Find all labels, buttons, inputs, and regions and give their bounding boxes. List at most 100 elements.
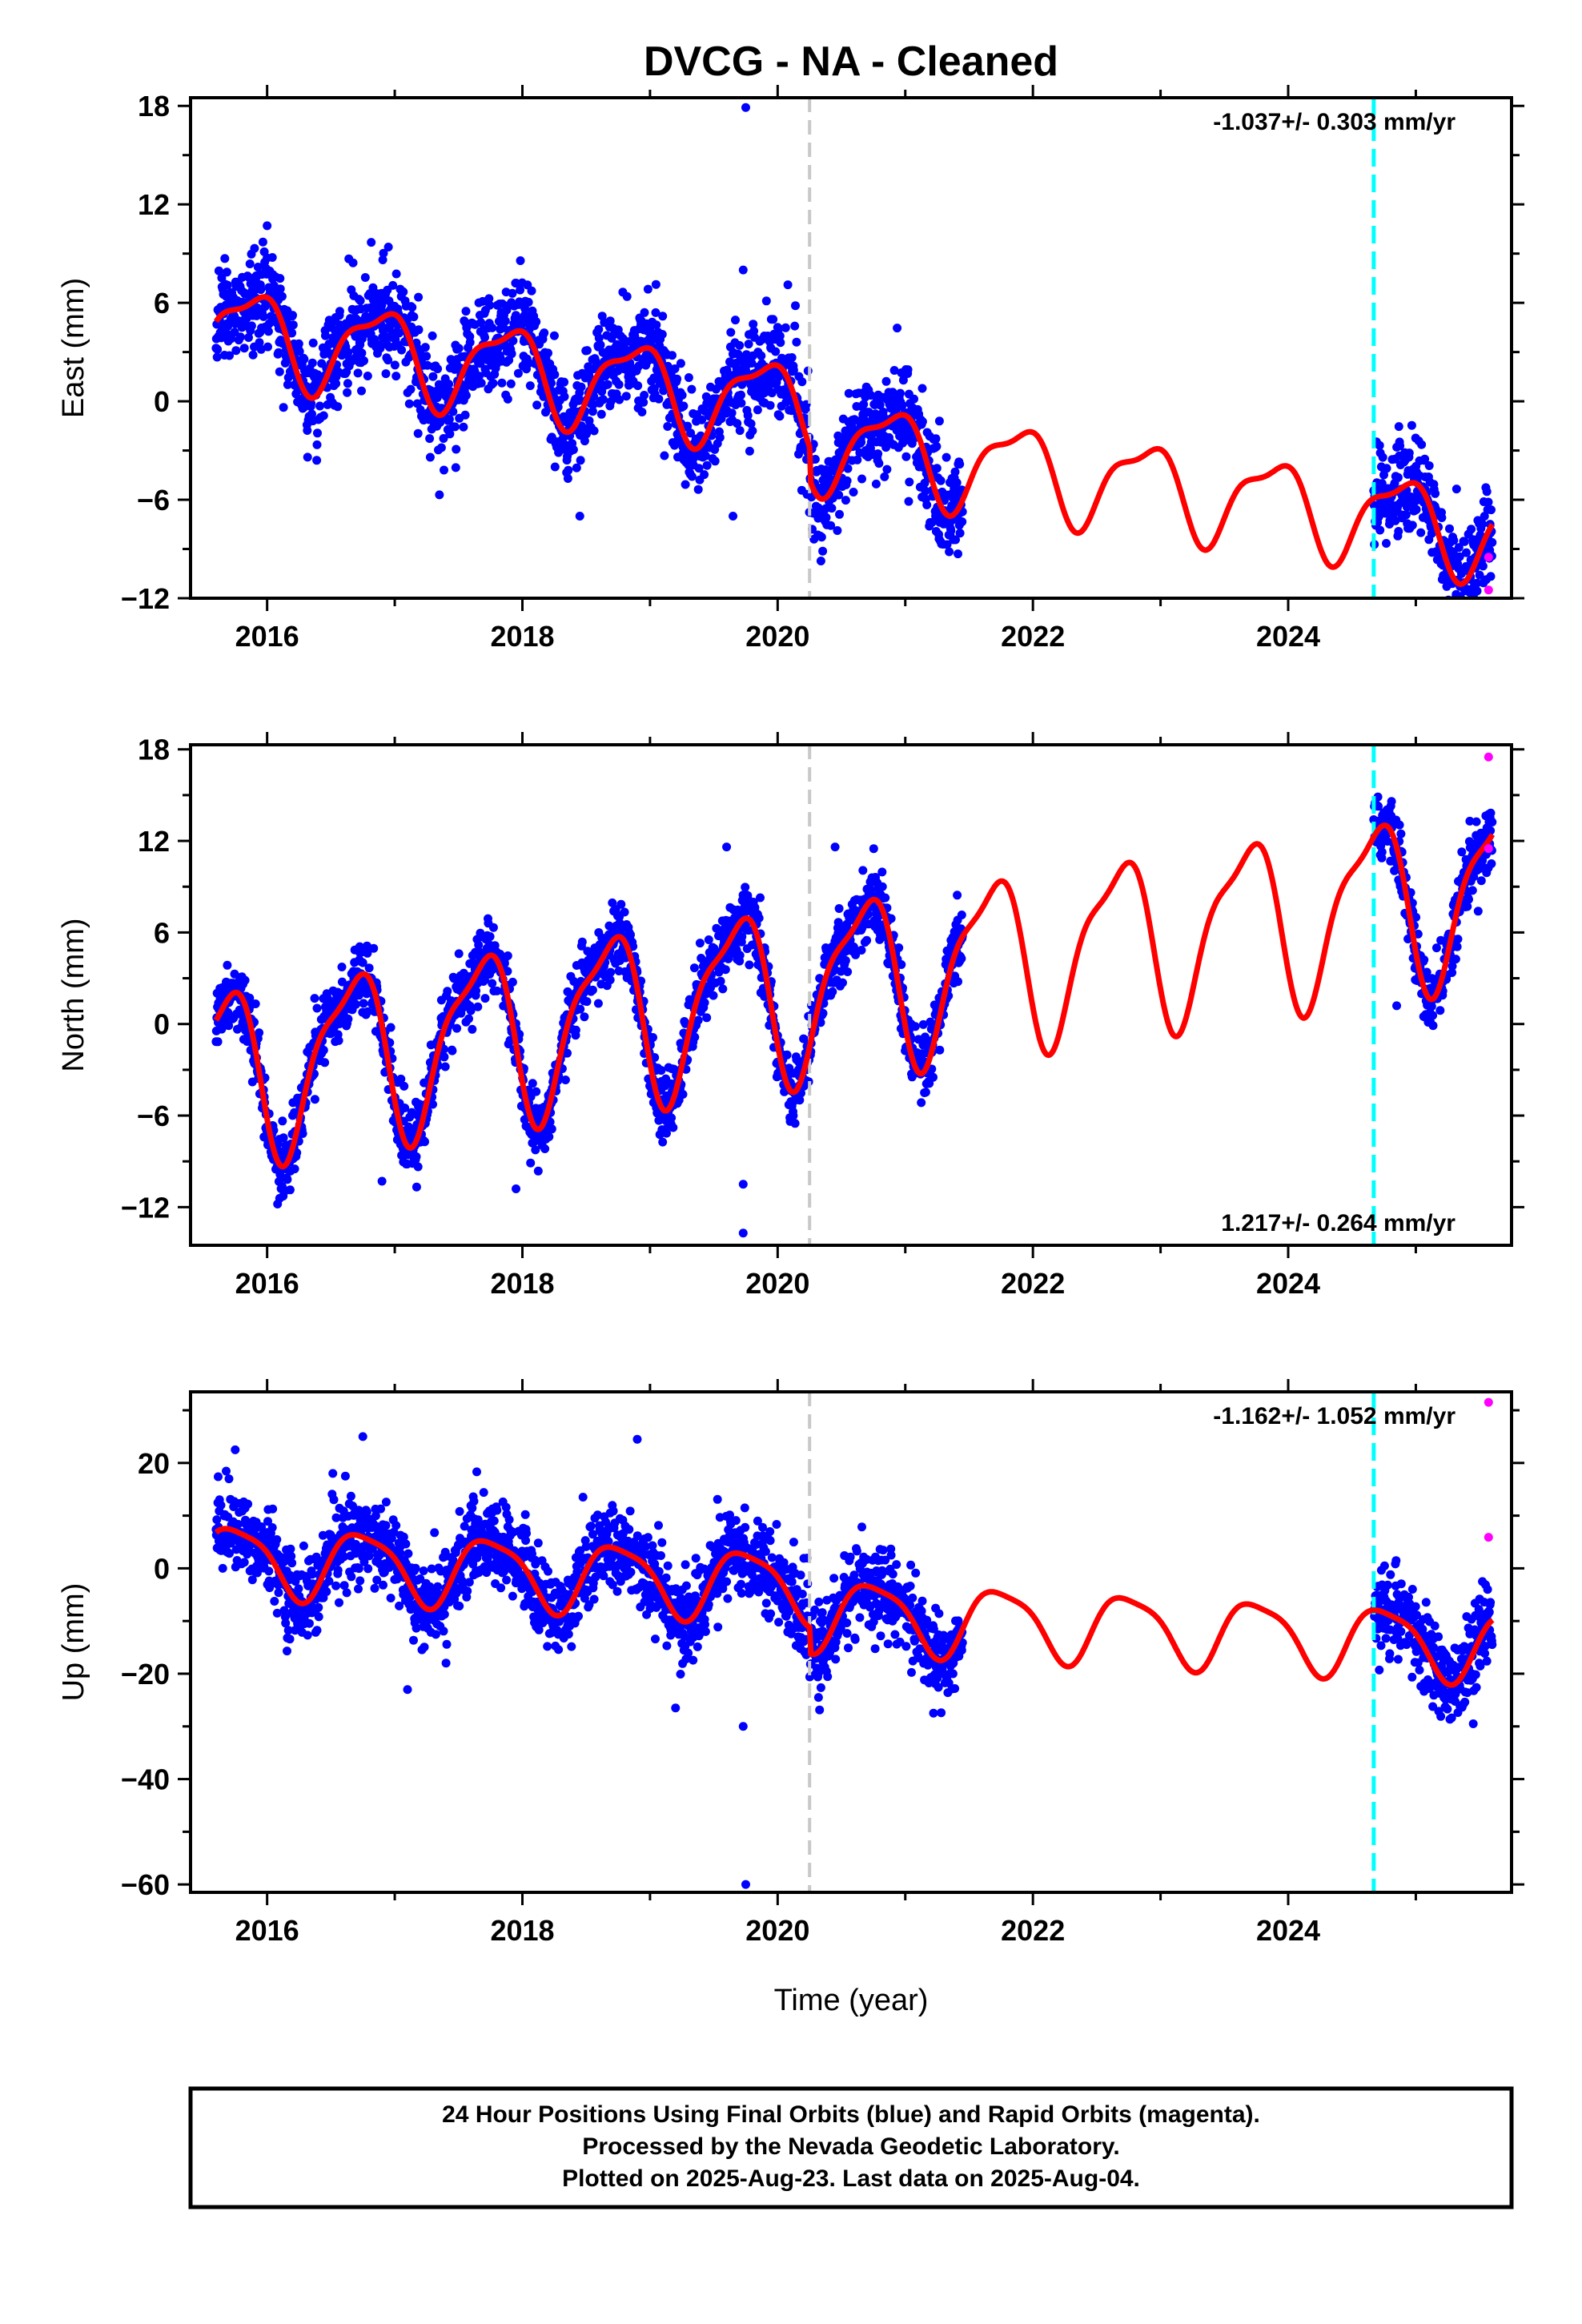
final-orbit-point <box>797 377 807 387</box>
final-orbit-point <box>866 391 876 400</box>
final-orbit-point <box>541 408 550 417</box>
final-orbit-point <box>436 443 446 452</box>
final-orbit-point <box>651 279 661 289</box>
final-orbit-point <box>283 380 292 389</box>
final-orbit-point <box>448 407 458 416</box>
final-orbit-point <box>633 381 643 391</box>
final-orbit-point <box>775 332 785 340</box>
final-orbit-point <box>1373 792 1383 802</box>
final-orbit-point <box>776 338 785 348</box>
final-orbit-point <box>574 396 584 405</box>
final-orbit-point <box>531 1145 540 1155</box>
final-orbit-point <box>508 288 517 298</box>
final-orbit-point <box>787 353 797 362</box>
final-orbit-point <box>433 364 443 374</box>
final-orbit-point <box>1447 605 1456 613</box>
final-orbit-point <box>283 1175 292 1184</box>
final-orbit-point <box>472 986 481 995</box>
final-orbit-point <box>358 958 367 967</box>
final-orbit-point <box>697 415 707 424</box>
final-orbit-point <box>737 390 745 400</box>
final-orbit-point <box>279 403 288 412</box>
final-orbit-point <box>744 340 753 349</box>
final-orbit-point <box>1391 516 1400 525</box>
final-orbit-point <box>363 372 372 380</box>
final-orbit-point <box>503 394 512 404</box>
final-orbit-point <box>425 434 435 444</box>
final-orbit-point <box>213 1037 223 1047</box>
north-x-tick-label: 2024 <box>1256 1267 1320 1300</box>
east-x-tick-label: 2018 <box>490 620 554 653</box>
final-orbit-point <box>1487 505 1496 515</box>
final-orbit-point <box>277 292 287 301</box>
final-orbit-point <box>589 426 599 436</box>
final-orbit-point <box>532 317 541 327</box>
final-orbit-point <box>383 356 393 365</box>
final-orbit-point <box>1437 513 1447 522</box>
final-orbit-point <box>1420 454 1430 464</box>
final-orbit-point <box>560 1076 570 1084</box>
outlier-point <box>738 1180 748 1189</box>
final-orbit-point <box>580 1012 589 1022</box>
final-orbit-point <box>248 350 258 360</box>
final-orbit-point <box>790 321 800 331</box>
final-orbit-point <box>1456 605 1465 614</box>
final-orbit-point <box>877 882 887 891</box>
final-orbit-point <box>528 1079 537 1088</box>
final-orbit-point <box>857 474 866 484</box>
final-orbit-point <box>375 344 385 353</box>
final-orbit-point <box>656 1066 666 1076</box>
final-orbit-point <box>461 391 471 400</box>
final-orbit-point <box>1472 578 1482 588</box>
final-orbit-point <box>958 517 967 526</box>
final-orbit-point <box>223 1007 233 1017</box>
final-orbit-point <box>235 332 245 342</box>
final-orbit-point <box>225 351 234 360</box>
final-orbit-point <box>748 426 757 436</box>
final-orbit-point <box>1486 572 1496 581</box>
final-orbit-point <box>606 967 616 977</box>
final-orbit-point <box>544 1132 554 1141</box>
final-orbit-point <box>388 280 398 290</box>
final-orbit-point <box>533 1166 543 1176</box>
north-y-axis-label: North (mm) <box>57 918 90 1072</box>
north-y-tick-label: 18 <box>138 734 170 766</box>
final-orbit-point <box>484 294 494 304</box>
final-orbit-point <box>351 999 360 1009</box>
final-orbit-point <box>1417 440 1427 449</box>
final-orbit-point <box>693 485 703 494</box>
final-orbit-point <box>532 400 542 410</box>
final-orbit-point <box>934 416 944 426</box>
final-orbit-point <box>550 462 560 472</box>
final-orbit-point <box>524 359 533 368</box>
final-orbit-point <box>654 394 664 404</box>
final-orbit-point <box>480 332 489 342</box>
final-orbit-point <box>1462 611 1471 620</box>
final-orbit-point <box>288 311 297 320</box>
final-orbit-point <box>1375 525 1385 535</box>
final-orbit-point <box>275 367 284 376</box>
final-orbit-point <box>1428 1011 1438 1020</box>
final-orbit-point <box>849 488 858 497</box>
final-orbit-point <box>700 470 709 480</box>
final-orbit-point <box>1394 527 1403 536</box>
final-orbit-point <box>782 1050 792 1059</box>
final-orbit-point <box>508 977 517 987</box>
north-x-tick-label: 2018 <box>490 1267 554 1300</box>
final-orbit-point <box>667 1113 677 1123</box>
final-orbit-point <box>761 296 771 306</box>
final-orbit-point <box>440 465 448 475</box>
final-orbit-point <box>275 284 285 294</box>
east-y-tick-label: 18 <box>138 90 170 123</box>
final-orbit-point <box>871 479 881 489</box>
final-orbit-point <box>230 328 239 337</box>
outlier-point <box>263 221 272 231</box>
final-orbit-point <box>857 437 866 447</box>
final-orbit-point <box>1478 519 1488 529</box>
final-orbit-point <box>516 285 525 295</box>
north-y-tick-label: 12 <box>138 825 170 858</box>
final-orbit-point <box>857 946 866 955</box>
final-orbit-point <box>312 440 322 449</box>
final-orbit-point <box>1484 497 1493 507</box>
